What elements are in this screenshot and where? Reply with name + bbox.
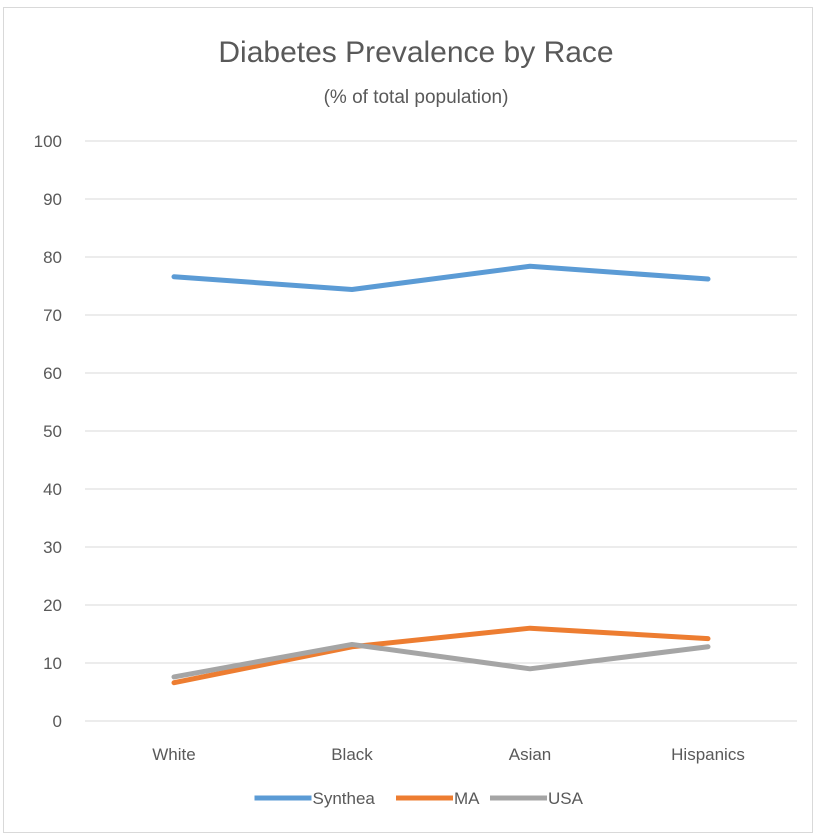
legend-item-ma: MA [396,789,480,808]
x-tick-label: Asian [509,745,552,764]
y-tick-label: 60 [43,364,62,383]
y-tick-label: 20 [43,596,62,615]
x-tick-label: Hispanics [671,745,745,764]
series-line-ma [171,625,711,686]
series-line-synthea [171,263,711,292]
y-tick-label: 50 [43,422,62,441]
legend: Synthea MA USA [254,789,584,808]
series-line-usa [171,641,711,680]
y-tick-label: 0 [53,712,62,731]
gridlines [85,140,797,722]
y-tick-label: 30 [43,538,62,557]
chart-subtitle: (% of total population) [324,87,509,108]
legend-item-synthea: Synthea [254,789,376,808]
y-tick-label: 70 [43,306,62,325]
y-tick-label: 80 [43,248,62,267]
legend-label: USA [548,789,584,808]
x-axis-ticks: White Black Asian Hispanics [152,745,745,764]
legend-label: MA [454,789,480,808]
x-tick-label: Black [331,745,373,764]
y-tick-label: 90 [43,190,62,209]
legend-item-usa: USA [490,789,584,808]
legend-label: Synthea [313,789,376,808]
chart-frame [3,7,813,833]
y-tick-label: 10 [43,654,62,673]
x-tick-label: White [152,745,195,764]
chart-title: Diabetes Prevalence by Race [218,36,613,69]
y-tick-label: 100 [34,132,62,151]
series-lines [171,263,711,686]
y-tick-label: 40 [43,480,62,499]
y-axis-ticks: 0 10 20 30 40 50 60 70 80 90 100 [34,132,62,731]
